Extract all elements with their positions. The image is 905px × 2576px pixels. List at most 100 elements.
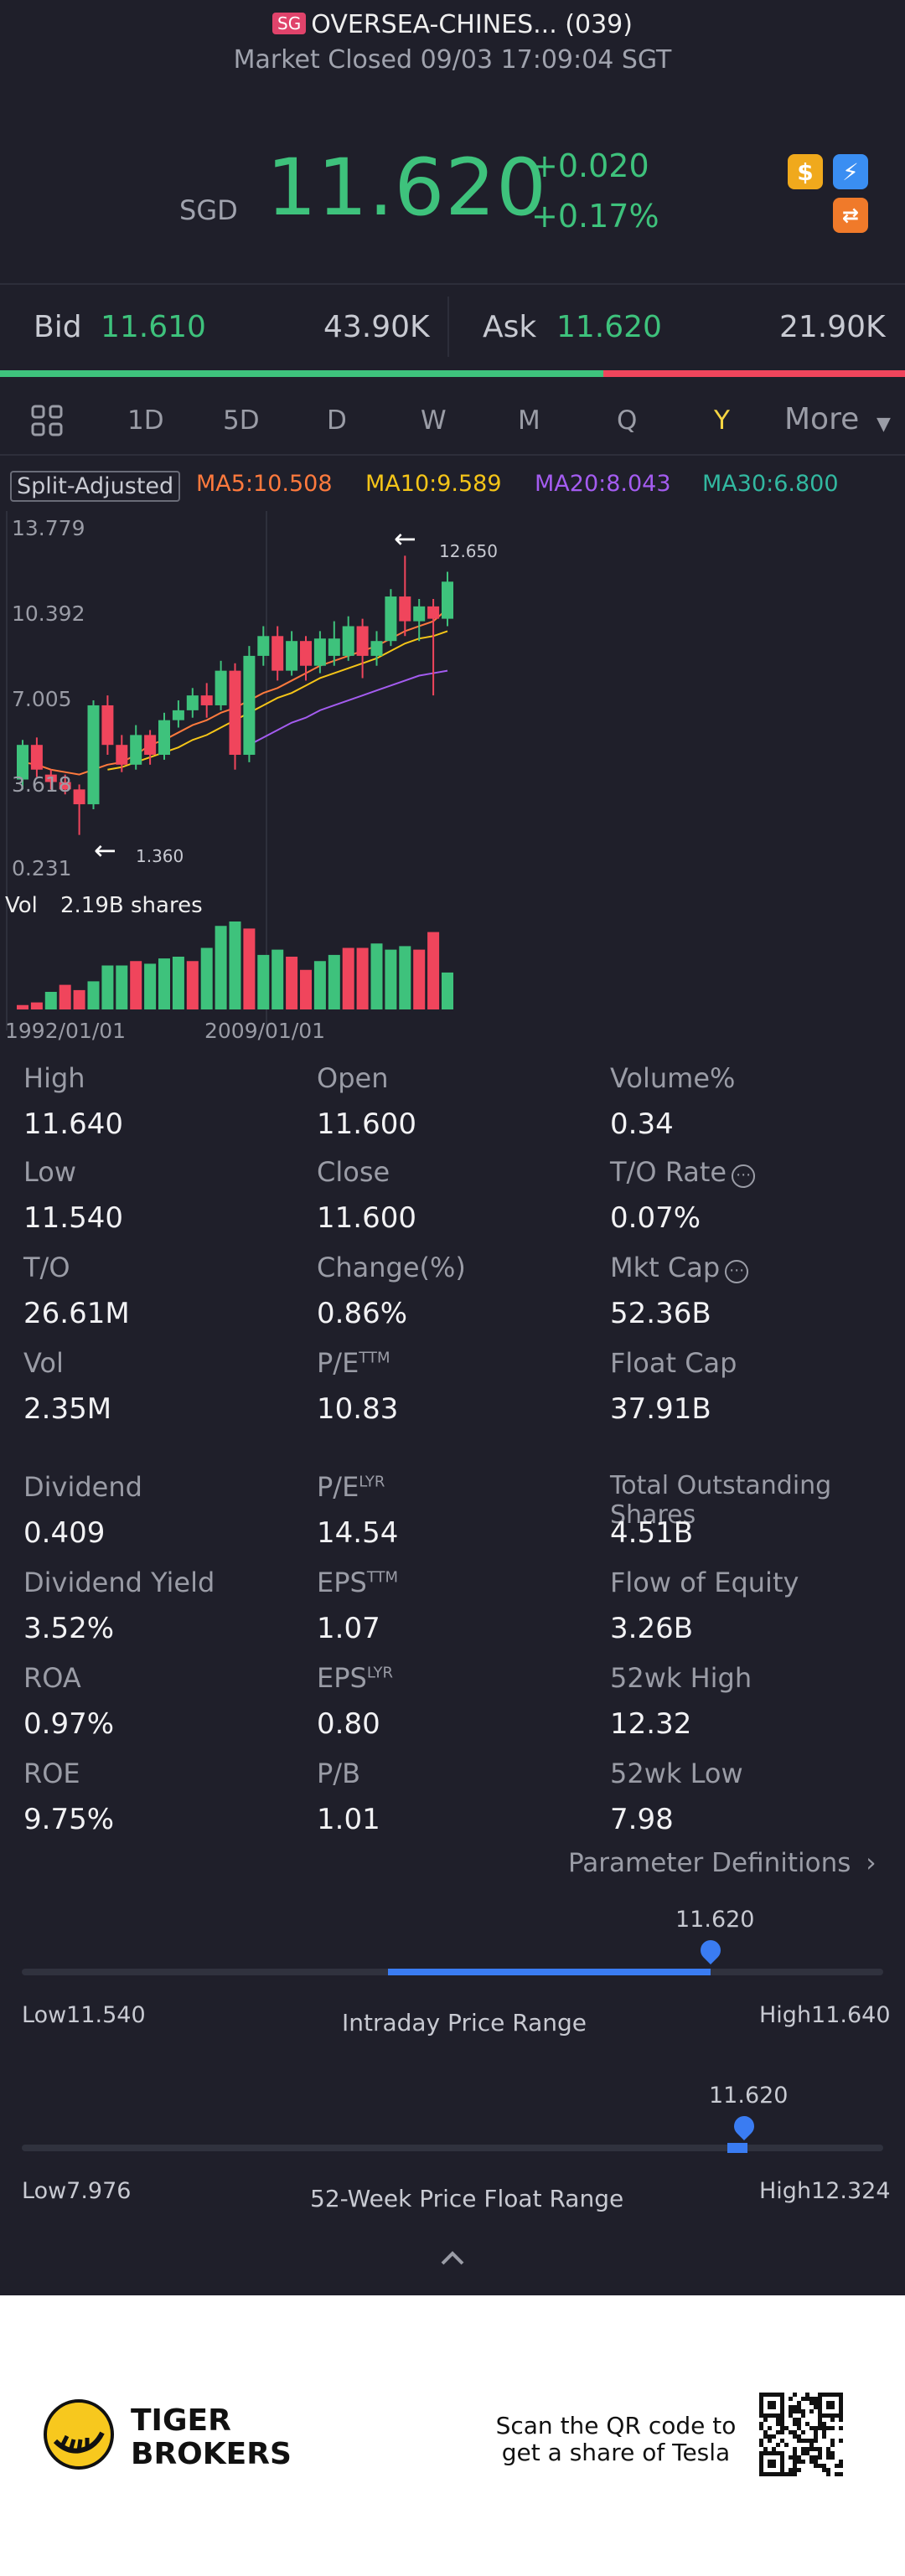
candle-body [144,735,157,756]
volume-bar [116,965,128,1009]
stat-label-text: T/O [23,1252,70,1283]
tab-year[interactable]: Y [714,405,730,436]
volume-bar [300,969,312,1009]
week52-range-track [22,2145,883,2151]
candle-body [313,638,326,666]
tab-day[interactable]: D [327,405,347,436]
market-status: Market Closed 09/03 17:09:04 SGT [233,45,672,75]
candle-body [356,626,369,656]
stat-label-text: Flow of Equity [610,1567,799,1598]
last-price: 11.620 [266,142,547,234]
tab-1d[interactable]: 1D [127,405,164,436]
ask-size: 21.90K [779,310,886,344]
tab-quarter[interactable]: Q [617,405,638,436]
qr-code-icon[interactable] [759,2393,843,2476]
volume-bar [399,946,411,1009]
stat-value: 37.91B [610,1392,711,1426]
price-chart[interactable]: ← ← [0,511,905,1047]
split-adjusted-toggle[interactable]: Split-Adjusted [10,471,181,502]
candle-body [186,695,199,710]
week52-high: High12.324 [759,2178,891,2204]
volume-bar [73,989,85,1009]
flash-icon[interactable]: ⚡ [833,154,868,189]
stat-label: T/O [23,1252,70,1283]
tab-more[interactable]: More [784,402,860,436]
volume-bar [158,958,170,1009]
tab-week[interactable]: W [421,405,447,436]
stat-value: 0.07% [610,1201,701,1235]
grid-icon[interactable] [30,404,64,437]
stat-value: 11.540 [23,1201,123,1235]
stat-label: 52wk Low [610,1758,743,1789]
x-tick-label: 1992/01/01 [5,1019,127,1043]
volume-bar [427,932,440,1009]
volume-value: 2.19B shares [60,893,203,918]
stat-value: 11.600 [317,1201,416,1235]
week52-current-price: 11.620 [709,2083,789,2109]
stat-label-superscript: LYR [359,1473,385,1491]
stat-label-text: Open [317,1062,389,1094]
volume-bar [229,921,241,1009]
stat-label-superscript: TTM [359,1349,390,1367]
stat-label: Mkt Cap ⋯ [610,1252,749,1283]
bid-label: Bid [34,310,82,344]
stat-label-text: EPS [317,1567,367,1598]
high-arrow: ← [394,523,416,555]
stat-value: 0.409 [23,1516,106,1550]
stat-label-text: Float Cap [610,1347,737,1379]
ma30-legend: MA30:6.800 [702,471,839,497]
candle-body [130,735,142,765]
intraday-marker [696,1936,725,1964]
stat-value: 10.83 [317,1392,399,1426]
ask-label: Ask [483,310,537,344]
stat-label: P/ETTM [317,1347,390,1379]
stat-label: EPSLYR [317,1662,393,1694]
volume-bar [385,949,397,1009]
orange-swap-icon[interactable]: ⇄ [833,198,868,233]
stat-label: 52wk High [610,1662,752,1694]
stat-label: P/ELYR [317,1471,385,1503]
ma5-legend: MA5:10.508 [196,471,333,497]
stat-value: 4.51B [610,1516,694,1550]
volume-bar [59,984,71,1009]
info-icon[interactable]: ⋯ [725,1260,749,1283]
stat-value: 52.36B [610,1297,711,1330]
candle-body [385,596,397,642]
volume-bar [257,954,270,1009]
candle-body [101,705,114,746]
promo-line-2: get a share of Tesla [501,2439,731,2466]
info-icon[interactable]: ⋯ [732,1164,756,1188]
stat-label-text: Total Outstanding Shares [610,1471,832,1530]
stat-label: Open [317,1062,388,1094]
candle-body [272,636,284,671]
ask-ratio [603,370,905,377]
chevron-down-icon[interactable]: ▼ [877,414,891,435]
chevron-up-icon[interactable] [436,2245,469,2270]
stat-value: 1.01 [317,1803,380,1836]
tab-5d[interactable]: 5D [223,405,260,436]
volume-bar [87,981,100,1009]
volume-bar [30,1002,43,1009]
x-tick-label: 2009/01/01 [204,1019,326,1043]
stat-value: 7.98 [610,1803,674,1836]
stat-value: 26.61M [23,1297,130,1330]
dollar-icon[interactable]: $ [788,154,823,189]
intraday-range-fill [387,1969,711,1975]
candle-body [328,638,340,656]
stat-label: T/O Rate ⋯ [610,1156,756,1188]
volume-bar [186,961,199,1009]
stat-label-text: Close [317,1156,390,1188]
candle-body [59,782,71,790]
brand-line-2: BROKERS [131,2437,292,2471]
stat-value: 11.640 [23,1107,123,1141]
currency-label: SGD [179,194,238,226]
bid-size: 43.90K [323,310,430,344]
tiger-logo-icon [44,2399,114,2470]
stat-label-text: High [23,1062,85,1094]
stat-label: Flow of Equity [610,1567,799,1598]
parameter-definitions-link[interactable]: Parameter Definitions › [568,1848,877,1878]
stat-label: ROE [23,1758,80,1789]
y-tick-label: 7.005 [12,687,72,711]
stat-label-text: ROE [23,1758,80,1789]
tab-month[interactable]: M [518,405,540,436]
